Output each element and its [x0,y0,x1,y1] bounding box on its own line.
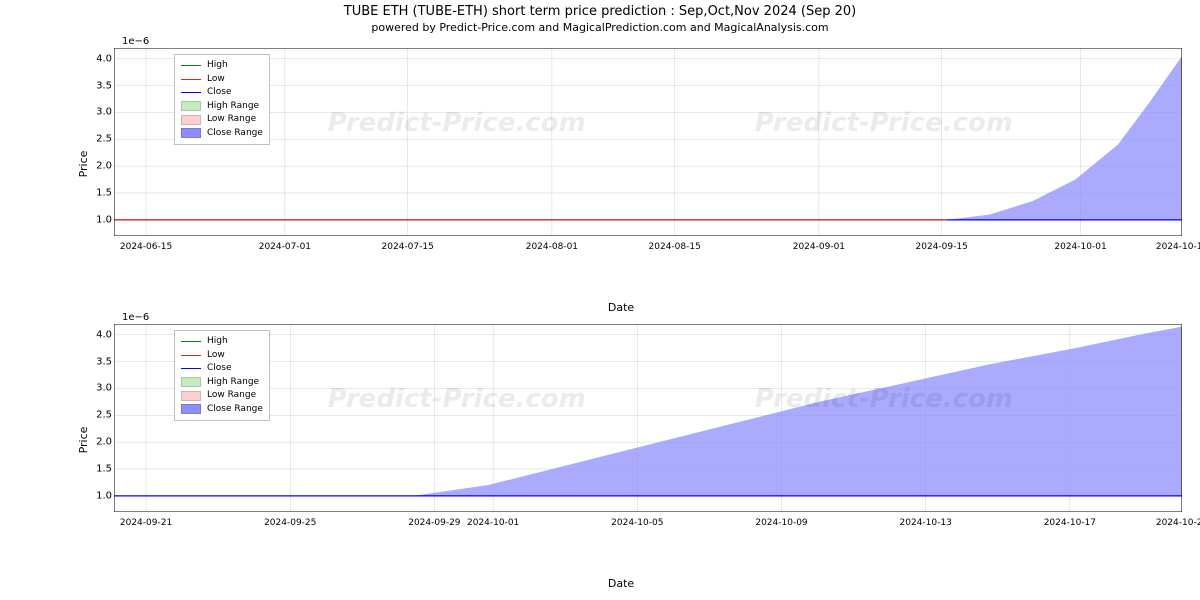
y-tick: 4.0 [76,53,112,64]
legend-item: Low Range [181,389,263,403]
legend-label: High [207,59,228,73]
x-tick: 2024-09-29 [408,518,460,528]
legend-swatch [181,128,201,138]
y-tick: 3.0 [76,107,112,118]
x-tick: 2024-10-01 [467,518,519,528]
y-tick: 2.5 [76,410,112,421]
x-axis-label: Date [608,301,634,314]
legend-label: Close Range [207,127,263,141]
legend-label: Close Range [207,403,263,417]
x-tick: 2024-10-21 [1156,518,1200,528]
legend-item: Low [181,349,263,363]
legend-swatch [181,368,201,369]
y-tick: 3.0 [76,383,112,394]
legend-item: Close [181,362,263,376]
x-tick: 2024-06-15 [120,242,172,252]
legend-swatch [181,115,201,125]
y-tick: 2.0 [76,437,112,448]
x-tick: 2024-08-15 [649,242,701,252]
y-ticks: 1.0 1.5 2.0 2.5 3.0 3.5 4.0 [76,48,112,236]
y-tick: 1.0 [76,490,112,501]
x-ticks: 2024-06-15 2024-07-01 2024-07-15 2024-08-01… [114,242,1182,256]
x-tick: 2024-10-05 [611,518,663,528]
legend-label: Low [207,73,225,87]
y-tick: 2.5 [76,134,112,145]
y-exponent-label: 1e−6 [122,312,149,323]
legend: HighLowCloseHigh RangeLow RangeClose Ran… [174,330,270,421]
y-ticks: 1.0 1.5 2.0 2.5 3.0 3.5 4.0 [76,324,112,512]
legend-label: Close [207,362,232,376]
x-axis-label: Date [608,577,634,590]
x-tick: 2024-09-25 [264,518,316,528]
legend-item: Close Range [181,403,263,417]
x-tick: 2024-10-17 [1044,518,1096,528]
legend-item: Low [181,73,263,87]
legend-swatch [181,391,201,401]
legend-swatch [181,101,201,111]
legend-swatch [181,404,201,414]
legend-item: Close [181,86,263,100]
legend-swatch [181,355,201,356]
plot-area: Predict-Price.comPredict-Price.comHighLo… [114,48,1182,236]
x-tick: 2024-07-01 [259,242,311,252]
legend-item: Close Range [181,127,263,141]
x-tick: 2024-09-21 [120,518,172,528]
y-tick: 3.5 [76,80,112,91]
y-tick: 2.0 [76,161,112,172]
plot-area: Predict-Price.comPredict-Price.comHighLo… [114,324,1182,512]
chart-title: TUBE ETH (TUBE-ETH) short term price pre… [0,4,1200,19]
legend-item: High [181,335,263,349]
legend-swatch [181,92,201,93]
legend-swatch [181,79,201,80]
x-tick: 2024-10-09 [755,518,807,528]
y-tick: 3.5 [76,356,112,367]
y-tick: 1.0 [76,214,112,225]
legend-item: High [181,59,263,73]
x-tick: 2024-10-15 [1156,242,1200,252]
legend-item: High Range [181,376,263,390]
legend-item: High Range [181,100,263,114]
legend-label: High [207,335,228,349]
legend-label: High Range [207,100,259,114]
chart-panel-bottom: 1e−6Price1.01.52.02.53.03.54.0Predict-Pr… [60,324,1182,556]
chart-panel-top: 1e−6Price1.01.52.02.53.03.54.0Predict-Pr… [60,48,1182,280]
legend-label: High Range [207,376,259,390]
legend-label: Low Range [207,113,256,127]
y-tick: 4.0 [76,329,112,340]
legend-item: Low Range [181,113,263,127]
y-exponent-label: 1e−6 [122,36,149,47]
x-tick: 2024-10-01 [1054,242,1106,252]
legend-swatch [181,65,201,66]
x-tick: 2024-09-15 [916,242,968,252]
x-tick: 2024-08-01 [526,242,578,252]
legend-swatch [181,377,201,387]
legend: HighLowCloseHigh RangeLow RangeClose Ran… [174,54,270,145]
y-tick: 1.5 [76,464,112,475]
x-tick: 2024-10-13 [900,518,952,528]
chart-subtitle: powered by Predict-Price.com and Magical… [0,21,1200,34]
legend-label: Low [207,349,225,363]
x-tick: 2024-07-15 [382,242,434,252]
legend-swatch [181,341,201,342]
legend-label: Close [207,86,232,100]
x-tick: 2024-09-01 [793,242,845,252]
x-ticks: 2024-09-21 2024-09-25 2024-09-29 2024-10-01… [114,518,1182,532]
legend-label: Low Range [207,389,256,403]
chart-title-block: TUBE ETH (TUBE-ETH) short term price pre… [0,4,1200,34]
y-tick: 1.5 [76,188,112,199]
